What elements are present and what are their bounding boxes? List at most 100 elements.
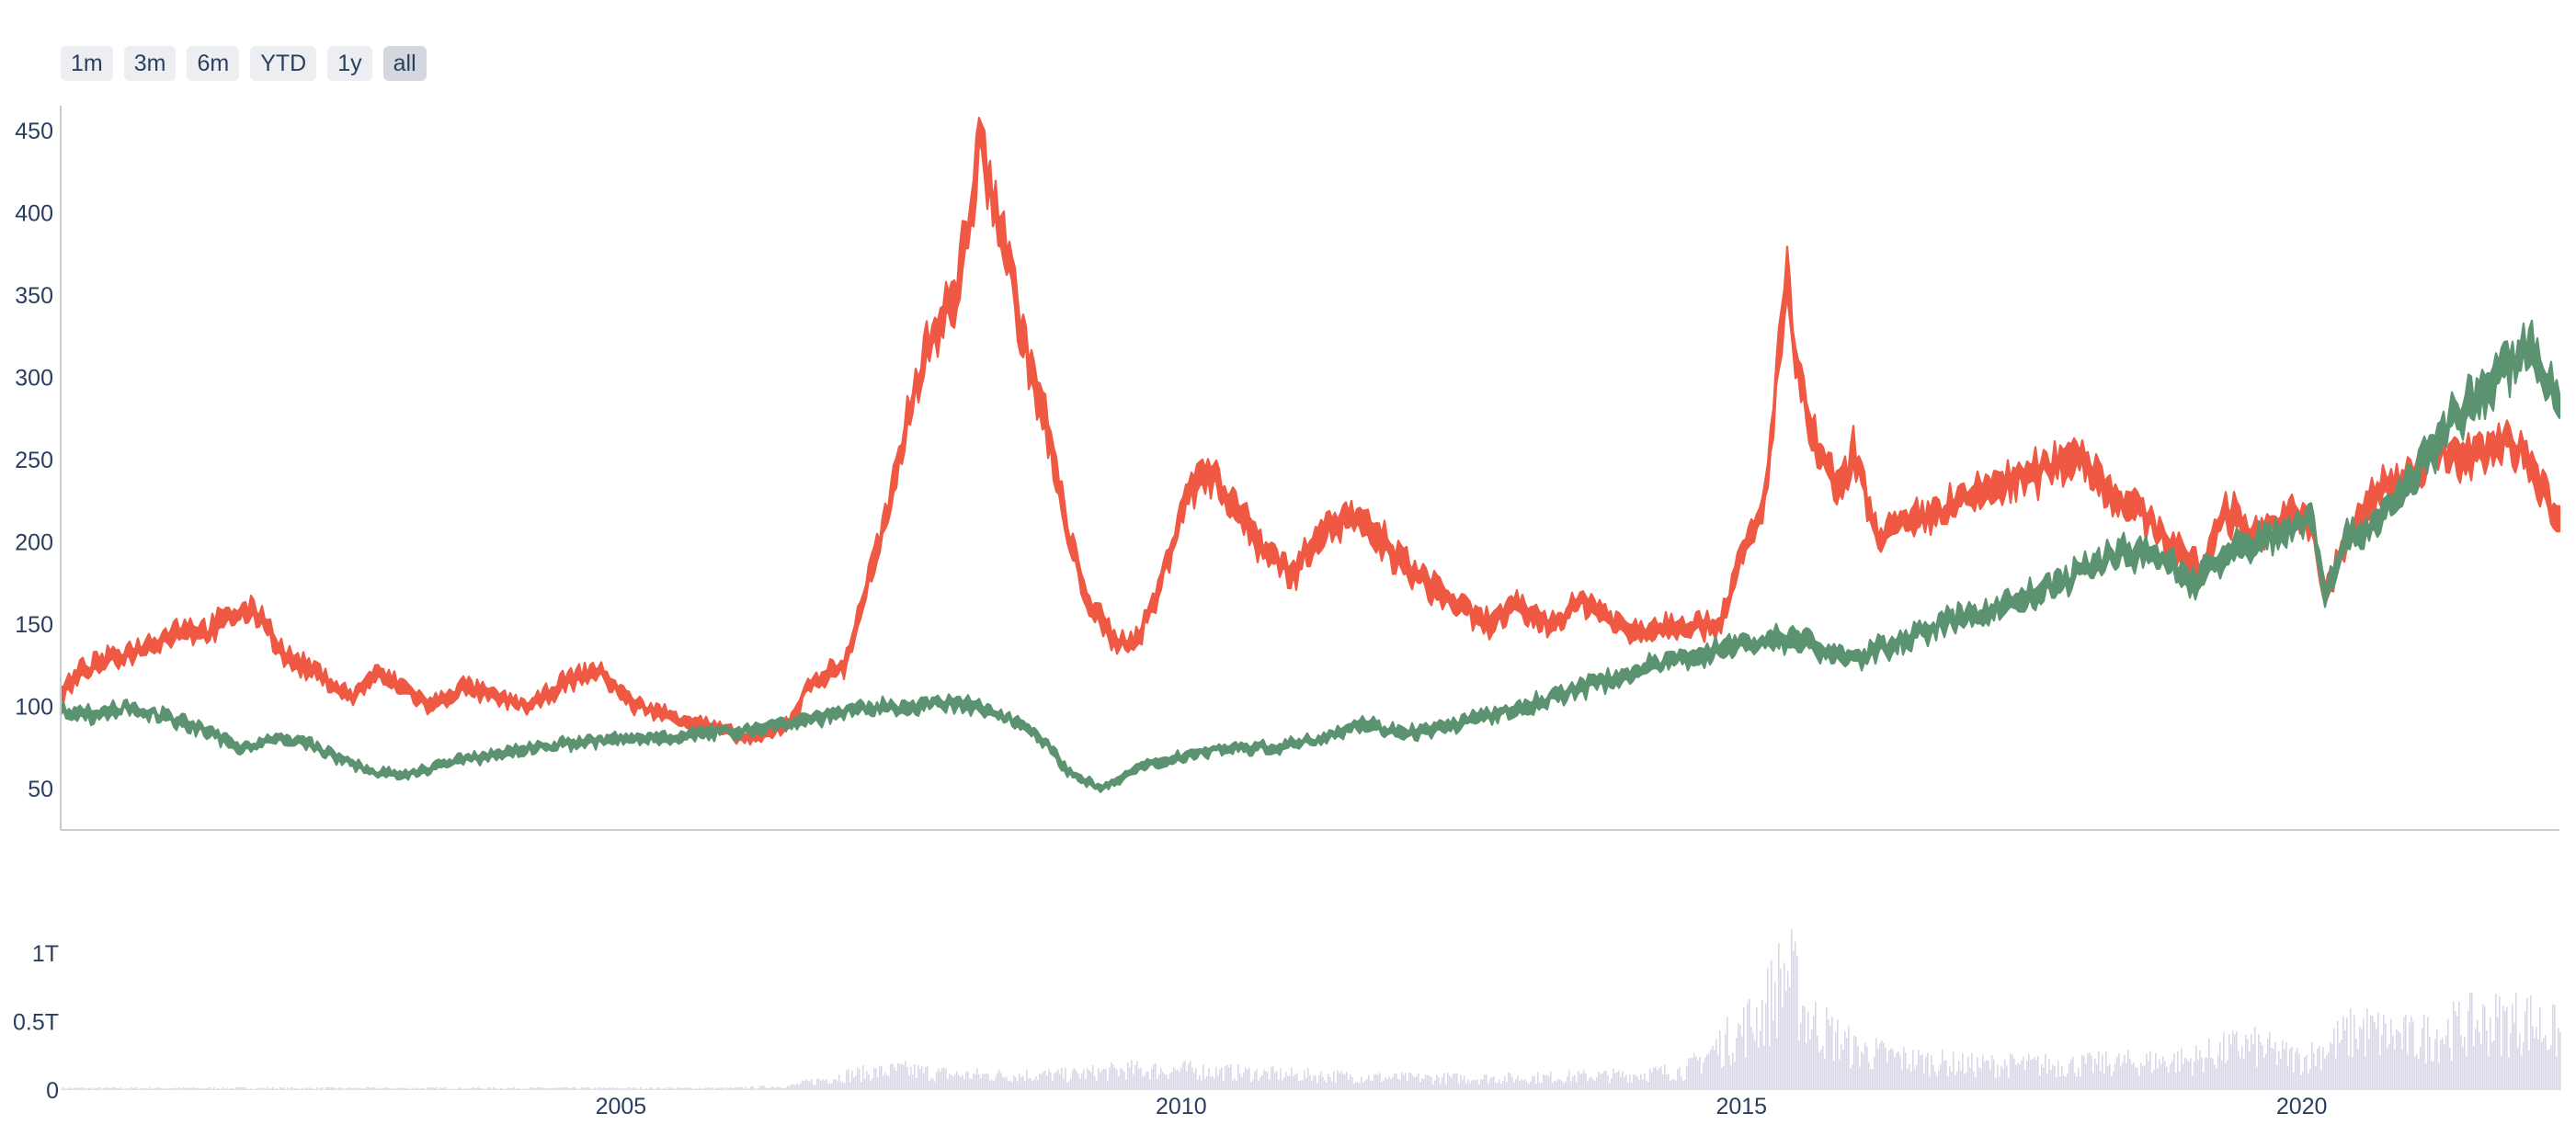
volume-bar [1745, 1057, 1747, 1090]
volume-bar [129, 1088, 131, 1090]
volume-bar [519, 1088, 520, 1090]
volume-bar [1401, 1072, 1403, 1090]
volume-bar [2126, 1062, 2127, 1090]
volume-bar [2324, 1058, 2326, 1090]
volume-bar [1978, 1067, 1980, 1090]
volume-bar [2037, 1055, 2039, 1090]
volume-bar [131, 1086, 132, 1090]
volume-bar [303, 1088, 305, 1090]
volume-bar [1092, 1065, 1094, 1090]
volume-bar [305, 1087, 307, 1090]
volume-bar [929, 1081, 930, 1090]
range-button-1m[interactable]: 1m [61, 46, 113, 81]
volume-bar [1032, 1081, 1033, 1090]
volume-bar [458, 1087, 460, 1090]
range-button-1y[interactable]: 1y [327, 46, 372, 81]
volume-bar [1241, 1076, 1243, 1090]
volume-bar [1993, 1059, 1995, 1090]
volume-bar [1226, 1064, 1228, 1090]
volume-bar [2157, 1068, 2159, 1090]
volume-bar [542, 1087, 544, 1090]
volume-bar [2354, 1015, 2355, 1090]
volume-bar [585, 1087, 587, 1090]
volume-bar [1486, 1074, 1487, 1090]
volume-bar [1236, 1081, 1237, 1090]
volume-bar [123, 1088, 125, 1090]
volume-bar [1390, 1078, 1392, 1090]
volume-bar [1541, 1082, 1543, 1090]
volume-bar [1903, 1047, 1905, 1090]
volume-bar [2070, 1060, 2072, 1090]
volume-bar [1796, 955, 1798, 1090]
volume-bar [989, 1080, 991, 1090]
volume-bar [954, 1074, 956, 1090]
volume-bar [1184, 1061, 1186, 1090]
volume-bar [351, 1088, 353, 1090]
volume-bar [276, 1087, 278, 1090]
volume-bar [1201, 1080, 1203, 1090]
volume-bar [2210, 1057, 2212, 1090]
volume-bar [879, 1065, 881, 1090]
volume-bar [1563, 1083, 1565, 1090]
volume-bar [2473, 1046, 2475, 1090]
volume-bar [1655, 1066, 1657, 1090]
volume-bar [74, 1087, 75, 1090]
volume-bar [1282, 1080, 1283, 1090]
range-button-all[interactable]: all [382, 46, 427, 81]
volume-bar [364, 1088, 366, 1090]
volume-bar [256, 1087, 257, 1090]
volume-bar [1122, 1069, 1123, 1090]
volume-bar [1436, 1074, 1438, 1090]
volume-bar [627, 1086, 629, 1090]
volume-bar [1155, 1062, 1157, 1090]
range-button-ytd[interactable]: YTD [250, 46, 317, 81]
volume-bar [491, 1088, 493, 1090]
volume-bar [2510, 1033, 2512, 1090]
volume-bar [2423, 1015, 2425, 1090]
volume-bar [991, 1079, 993, 1090]
volume-bar [1381, 1081, 1383, 1090]
volume-bar [416, 1087, 417, 1090]
volume-bar [2135, 1066, 2137, 1090]
volume-bar [2160, 1063, 2162, 1090]
volume-bar [1710, 1049, 1712, 1090]
volume-bar [1260, 1077, 1261, 1090]
volume-bar [1223, 1081, 1225, 1090]
volume-bar [237, 1086, 239, 1090]
volume-bar [2431, 1061, 2433, 1090]
volume-bar [715, 1087, 717, 1090]
volume-bar [2295, 1051, 2297, 1090]
volume-bar [2052, 1064, 2054, 1090]
volume-bar [99, 1087, 101, 1090]
volume-bar [1239, 1073, 1241, 1090]
volume-bar [638, 1088, 640, 1090]
range-button-3m[interactable]: 3m [123, 46, 177, 81]
volume-bar [120, 1087, 121, 1090]
volume-bar [541, 1087, 542, 1090]
volume-bar [2335, 1058, 2337, 1090]
volume-bar [1693, 1052, 1695, 1090]
volume-bar [1695, 1056, 1697, 1090]
volume-bar [195, 1088, 197, 1090]
range-button-6m[interactable]: 6m [187, 46, 240, 81]
volume-bar [329, 1086, 331, 1090]
volume-bar [1186, 1071, 1188, 1090]
volume-bar [2545, 1035, 2547, 1090]
volume-bar [629, 1087, 631, 1090]
volume-bar [997, 1073, 998, 1090]
volume-bar [1635, 1074, 1636, 1090]
volume-bar [789, 1085, 791, 1090]
volume-bar [1666, 1074, 1668, 1090]
volume-bar [2466, 1056, 2468, 1090]
volume-bar [143, 1087, 145, 1090]
volume-bar [678, 1086, 680, 1090]
volume-bar [520, 1088, 522, 1090]
volume-bar [2170, 1063, 2171, 1090]
volume-bar [1839, 1059, 1841, 1090]
volume-bar [1986, 1060, 1988, 1090]
volume-bar [2460, 1035, 2462, 1090]
volume-bar [1212, 1075, 1214, 1090]
volume-bar [2247, 1039, 2249, 1090]
volume-bar [616, 1087, 618, 1090]
